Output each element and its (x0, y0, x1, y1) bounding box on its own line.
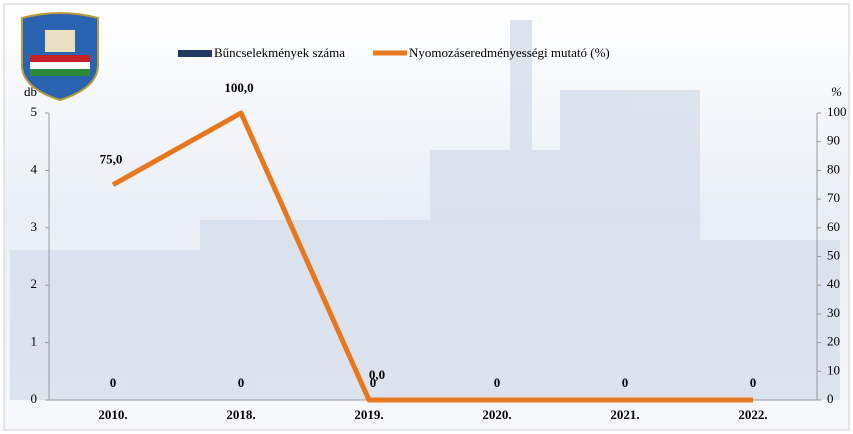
bar-value-label: 0 (238, 375, 245, 390)
y2-tick-label: 60 (827, 219, 840, 234)
x-tick-label: 2018. (226, 407, 255, 422)
y-axis-title: db (24, 84, 37, 99)
legend-label: Nyomozáseredményességi mutató (%) (409, 45, 610, 60)
chart: db % 01234501020304050607080901002010.20… (0, 0, 853, 434)
y2-tick-label: 50 (827, 247, 840, 262)
y-tick-label: 5 (31, 104, 38, 119)
y-tick-label: 0 (31, 391, 38, 406)
y2-tick-label: 10 (827, 362, 840, 377)
x-tick-label: 2010. (98, 407, 127, 422)
y-tick-label: 1 (31, 334, 38, 349)
y2-tick-label: 70 (827, 190, 840, 205)
x-tick-label: 2020. (482, 407, 511, 422)
y2-tick-label: 80 (827, 161, 840, 176)
line-value-label: 75,0 (100, 152, 123, 167)
y2-tick-label: 20 (827, 334, 840, 349)
y-tick-label: 4 (31, 161, 38, 176)
line-value-label: 100,0 (224, 80, 253, 95)
y2-tick-label: 90 (827, 133, 840, 148)
bar-value-label: 0 (110, 375, 117, 390)
x-tick-label: 2022. (738, 407, 767, 422)
y2-axis-title: % (831, 84, 842, 99)
bar-value-label: 0 (750, 375, 757, 390)
y2-tick-label: 100 (827, 104, 847, 119)
y-tick-label: 2 (31, 276, 38, 291)
x-tick-label: 2021. (610, 407, 639, 422)
y-tick-label: 3 (31, 219, 38, 234)
bar-value-label: 0 (622, 375, 629, 390)
y2-tick-label: 40 (827, 276, 840, 291)
line-value-label: 0,0 (369, 367, 385, 382)
bar-value-label: 0 (494, 375, 501, 390)
legend-swatch (178, 50, 212, 57)
y2-tick-label: 0 (827, 391, 834, 406)
y2-tick-label: 30 (827, 305, 840, 320)
x-tick-label: 2019. (354, 407, 383, 422)
legend-label: Bűncselekmények száma (214, 45, 345, 60)
